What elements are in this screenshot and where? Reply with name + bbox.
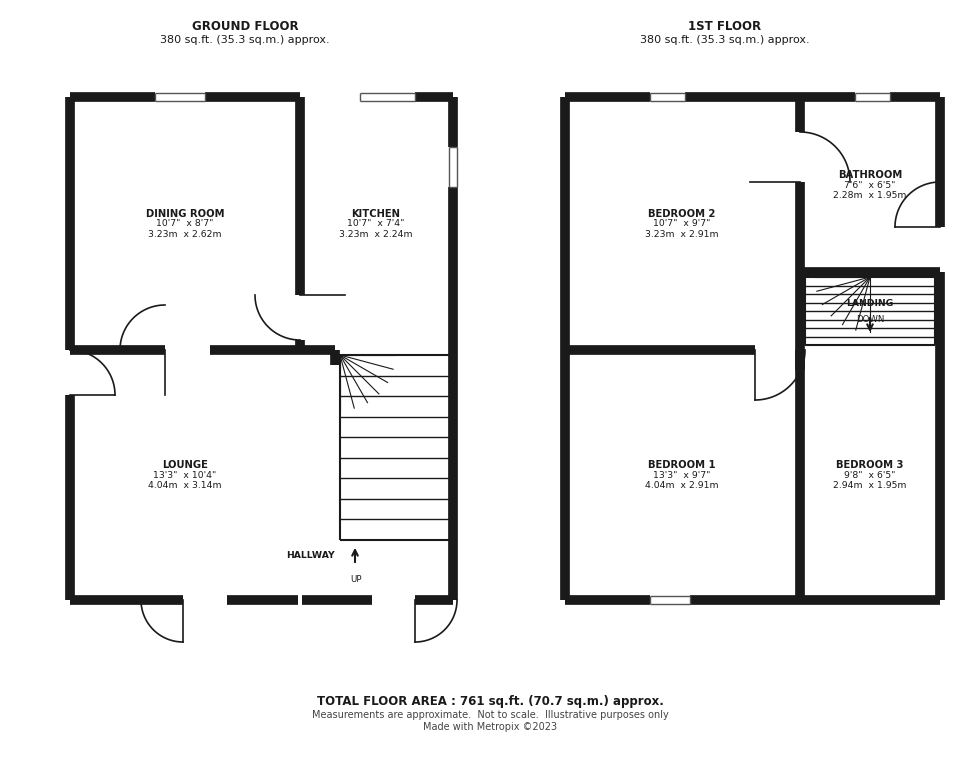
Text: 2.94m  x 1.95m: 2.94m x 1.95m (833, 481, 907, 490)
Text: BEDROOM 2: BEDROOM 2 (649, 209, 715, 219)
Text: 2.28m  x 1.95m: 2.28m x 1.95m (833, 191, 907, 200)
Text: 9'8"  x 6'5": 9'8" x 6'5" (845, 471, 896, 479)
Text: 10'7"  x 8'7": 10'7" x 8'7" (157, 220, 214, 229)
Text: 380 sq.ft. (35.3 sq.m.) approx.: 380 sq.ft. (35.3 sq.m.) approx. (160, 35, 330, 45)
Text: 3.23m  x 2.62m: 3.23m x 2.62m (148, 229, 221, 238)
Text: KITCHEN: KITCHEN (352, 209, 401, 219)
Text: BEDROOM 1: BEDROOM 1 (648, 460, 715, 470)
Text: 13'3"  x 9'7": 13'3" x 9'7" (654, 471, 710, 479)
Text: GROUND FLOOR: GROUND FLOOR (192, 20, 298, 33)
Text: 10'7"  x 9'7": 10'7" x 9'7" (654, 220, 710, 229)
Text: DOWN: DOWN (856, 314, 884, 323)
Text: 3.23m  x 2.24m: 3.23m x 2.24m (339, 229, 413, 238)
Text: Measurements are approximate.  Not to scale.  Illustrative purposes only: Measurements are approximate. Not to sca… (312, 710, 668, 720)
Text: 13'3"  x 10'4": 13'3" x 10'4" (154, 471, 217, 479)
Text: 4.04m  x 3.14m: 4.04m x 3.14m (148, 481, 221, 490)
Text: 4.04m  x 2.91m: 4.04m x 2.91m (645, 481, 718, 490)
Text: 7'6"  x 6'5": 7'6" x 6'5" (845, 180, 896, 189)
Text: BATHROOM: BATHROOM (838, 170, 903, 180)
Text: LANDING: LANDING (847, 298, 894, 307)
Text: 3.23m  x 2.91m: 3.23m x 2.91m (645, 229, 718, 238)
Text: TOTAL FLOOR AREA : 761 sq.ft. (70.7 sq.m.) approx.: TOTAL FLOOR AREA : 761 sq.ft. (70.7 sq.m… (317, 696, 663, 709)
Text: DINING ROOM: DINING ROOM (146, 209, 224, 219)
Text: 1ST FLOOR: 1ST FLOOR (688, 20, 761, 33)
Text: HALLWAY: HALLWAY (286, 550, 334, 559)
Text: 10'7"  x 7'4": 10'7" x 7'4" (347, 220, 405, 229)
Text: Made with Metropix ©2023: Made with Metropix ©2023 (423, 722, 557, 732)
Text: LOUNGE: LOUNGE (162, 460, 208, 470)
Text: BEDROOM 3: BEDROOM 3 (836, 460, 904, 470)
Text: UP: UP (350, 575, 362, 584)
Text: 380 sq.ft. (35.3 sq.m.) approx.: 380 sq.ft. (35.3 sq.m.) approx. (640, 35, 809, 45)
